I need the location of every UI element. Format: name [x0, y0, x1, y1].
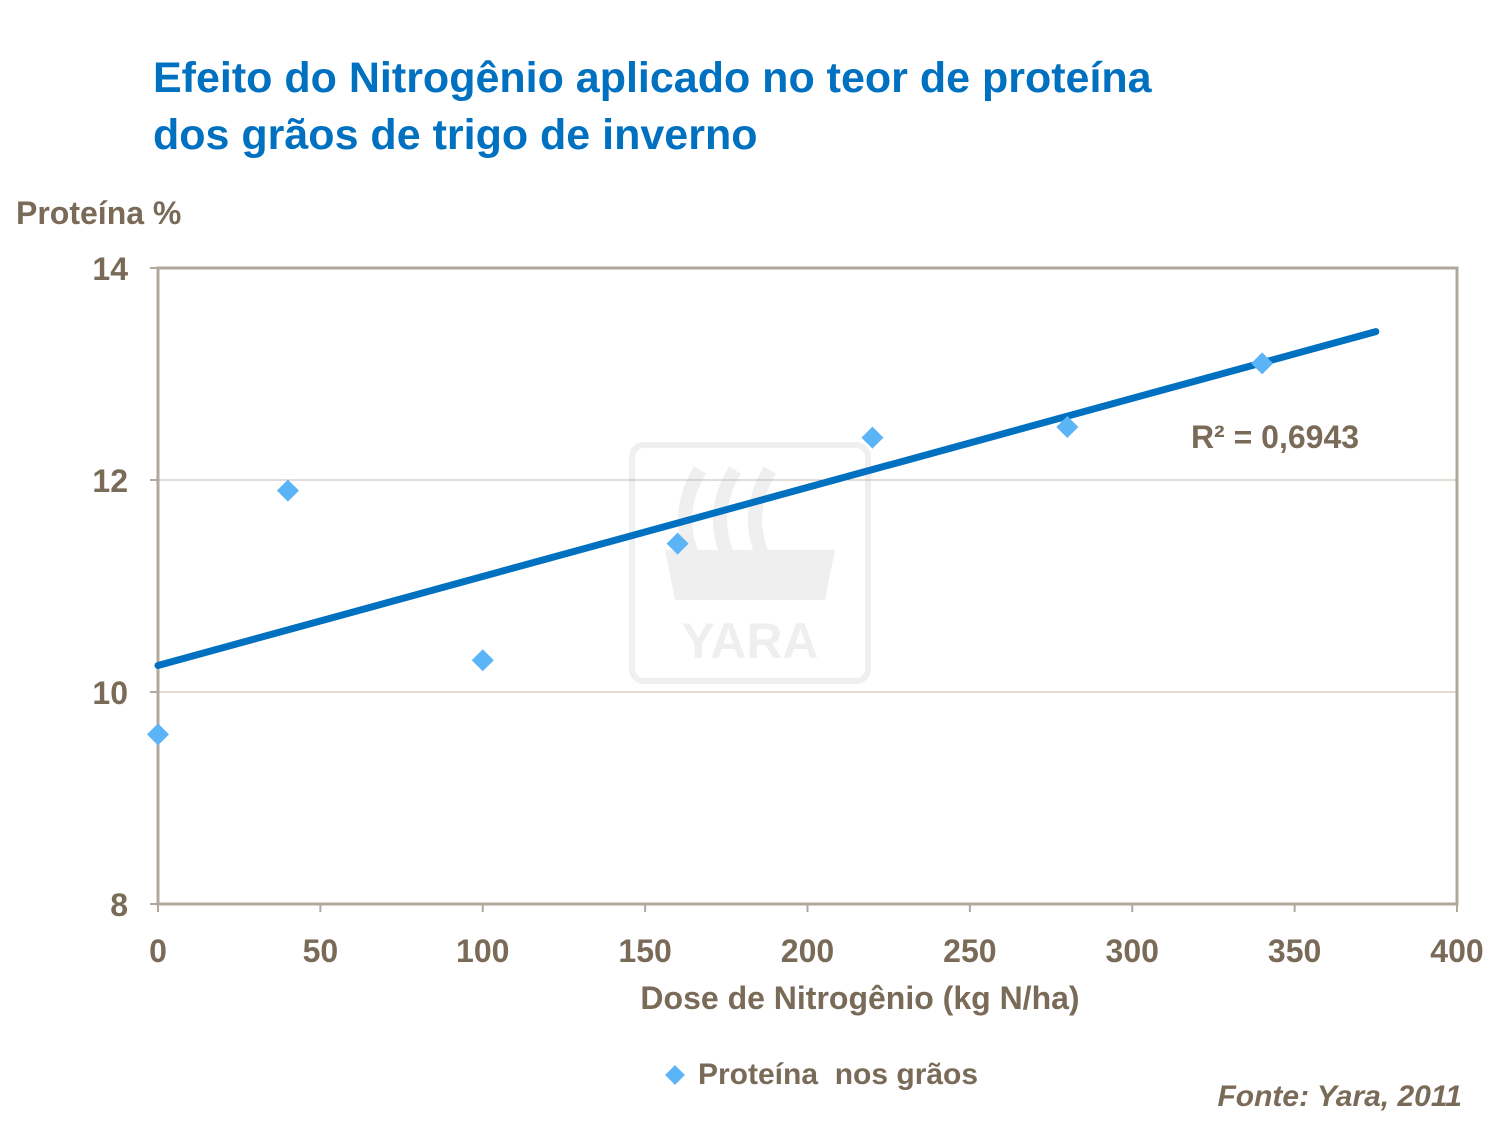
x-tick-label: 50	[303, 933, 339, 969]
x-tick-label: 350	[1268, 933, 1321, 969]
source-note: Fonte: Yara, 2011	[1217, 1080, 1462, 1113]
data-point	[147, 723, 169, 746]
x-tick-label: 150	[618, 933, 671, 969]
title-line-1: Efeito do Nitrogênio aplicado no teor de…	[153, 54, 1152, 102]
x-tick-label: 0	[149, 933, 167, 969]
y-tick-label: 14	[92, 251, 128, 287]
data-point	[1251, 352, 1274, 375]
svg-text:YARA: YARA	[681, 613, 818, 669]
data-point	[666, 532, 689, 555]
data-point	[471, 649, 494, 672]
plot-frame	[156, 266, 1459, 906]
data-point	[1056, 416, 1079, 438]
data-point	[276, 479, 299, 502]
x-tick-label: 400	[1430, 933, 1483, 969]
legend: Proteína nos grãos	[665, 1058, 979, 1092]
y-tick-label: 8	[110, 887, 128, 923]
x-axis-label: Dose de Nitrogênio (kg N/ha)	[640, 980, 1080, 1016]
x-tick-label: 300	[1106, 933, 1159, 969]
x-tick-label: 200	[781, 933, 834, 969]
x-tick-label: 100	[456, 933, 509, 969]
legend-label: Proteína nos grãos	[698, 1058, 979, 1091]
yara-logo-watermark: YARA	[629, 442, 871, 684]
y-tick-label: 12	[92, 463, 128, 499]
y-axis-label: Proteína %	[16, 195, 182, 231]
trendline	[154, 328, 1380, 669]
y-tick-label: 10	[92, 675, 128, 711]
chart-title: Efeito do Nitrogênio aplicado no teor de…	[153, 50, 1152, 164]
title-line-2: dos grãos de trigo de inverno	[153, 111, 758, 159]
r-squared-label: R² = 0,6943	[1191, 419, 1359, 455]
data-point	[861, 426, 884, 449]
x-tick-label: 250	[943, 933, 996, 969]
diamond-marker-icon	[665, 1065, 685, 1085]
